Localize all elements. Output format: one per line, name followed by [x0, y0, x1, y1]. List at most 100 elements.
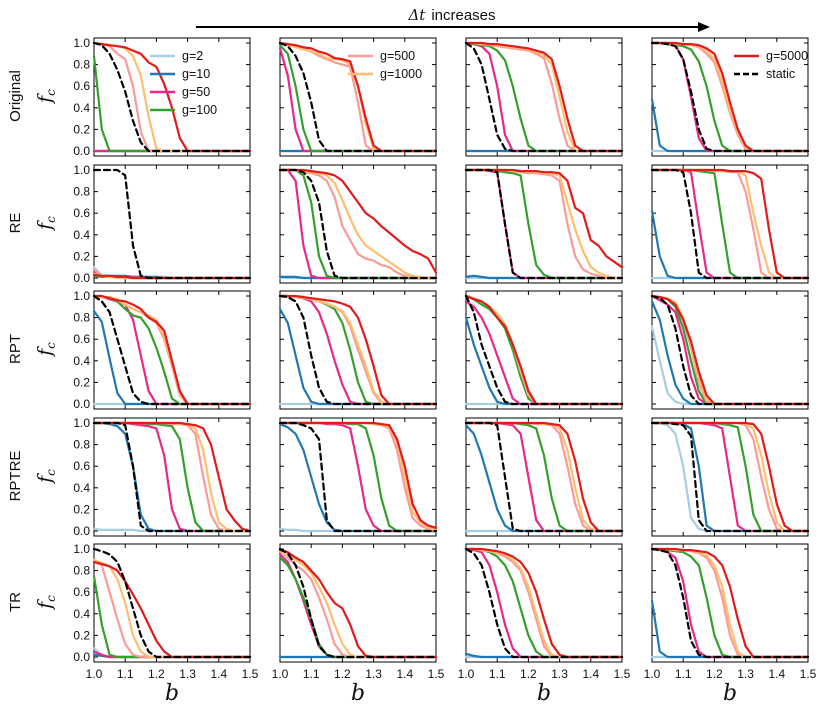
x-tick-label: 1.3 — [365, 667, 382, 681]
y-tick-label: 0.6 — [73, 206, 90, 220]
y-tick-label: 0.8 — [73, 58, 90, 72]
x-tick-label: 1.2 — [334, 667, 351, 681]
row-label-original: Original — [7, 70, 24, 122]
y-tick-label: 0.2 — [73, 628, 90, 642]
row-label-tr: TR — [7, 592, 24, 612]
y-tick-label: 0.8 — [73, 185, 90, 199]
series-line-g5000 — [650, 421, 810, 533]
ylabel-row-1: fc — [34, 89, 58, 105]
plot-frame — [93, 37, 251, 157]
xlabels: b b b b — [165, 681, 737, 706]
y-tick-label: 0.4 — [73, 101, 90, 115]
x-tick-label: 1.5 — [614, 667, 631, 681]
ylabel-sub: c — [44, 216, 58, 223]
delta-t-arrow: Δt increases — [196, 6, 710, 32]
series-line-static — [92, 41, 252, 153]
y-tick-label: 0.2 — [73, 249, 90, 263]
ylabel-row-3: fc — [34, 342, 58, 358]
panel-r4-c4 — [650, 417, 810, 537]
panel-r3-c3 — [464, 290, 624, 410]
x-tick-label: 1.4 — [210, 667, 227, 681]
y-tick-label: 1.0 — [73, 542, 90, 556]
row-labels: Original RE RPT RPTRE TR — [7, 70, 24, 612]
x-tick-label: 1.0 — [86, 667, 103, 681]
x-tick-label: 1.4 — [582, 667, 599, 681]
ylabel-row-4: fc — [34, 469, 58, 485]
series-line-static — [650, 547, 810, 659]
plot-frame — [93, 543, 251, 663]
arrow-label-symbol: Δt — [407, 6, 426, 24]
series-line-g5000 — [278, 421, 438, 529]
legend-label-g5000: g=5000 — [766, 49, 808, 63]
y-tick-label: 0.8 — [73, 438, 90, 452]
legend-label-g100: g=100 — [182, 103, 217, 117]
x-tick-label: 1.5 — [242, 667, 259, 681]
panel-r2-c2 — [278, 164, 438, 284]
y-tick-label: 0.4 — [73, 607, 90, 621]
series-line-g5000 — [650, 547, 810, 659]
panel-r3-c4 — [650, 290, 810, 410]
panel-r1-c4 — [650, 37, 810, 157]
legend-label-static: static — [766, 67, 795, 81]
y-tick-label: 0.4 — [73, 228, 90, 242]
x-tick-label: 1.1 — [303, 667, 320, 681]
panel-r4-c1: 0.0 0.2 0.4 0.6 0.8 1.0 — [73, 416, 252, 538]
ylabel-sub: c — [44, 469, 58, 476]
panel-r1-c3 — [464, 37, 624, 157]
series-line-g5000 — [650, 41, 810, 153]
series-line-static — [650, 421, 810, 533]
ylabel-sub: c — [44, 89, 58, 96]
series-line-static — [464, 294, 624, 406]
legend-panel-1: g=2 g=10 g=50 g=100 — [150, 49, 217, 117]
series-line-static — [278, 421, 438, 533]
row-label-re: RE — [7, 213, 24, 234]
x-tick-label: 1.4 — [768, 667, 785, 681]
y-tick-label: 0.4 — [73, 481, 90, 495]
plot-frame — [93, 417, 251, 537]
y-tick-label: 1.0 — [73, 163, 90, 177]
x-tick-label: 1.3 — [551, 667, 568, 681]
ylabels: fc fc fc fc fc — [34, 89, 58, 611]
arrow-label-word: increases — [431, 7, 495, 24]
xlabel-col-2: b — [351, 681, 365, 706]
legend-label-g2: g=2 — [182, 49, 203, 63]
series-line-static — [464, 421, 624, 533]
row-label-rptre: RPTRE — [7, 451, 24, 502]
x-tick-label: 1.1 — [489, 667, 506, 681]
y-tick-label: 0.2 — [73, 375, 90, 389]
series-line-static — [92, 547, 252, 659]
y-tick-label: 1.0 — [73, 289, 90, 303]
xlabel-col-4: b — [723, 681, 737, 706]
y-tick-label: 0.0 — [73, 524, 90, 538]
panel-r4-c3 — [464, 417, 624, 537]
panel-grid: 0.00.20.40.60.81.00.00.20.40.60.81.00.00… — [73, 36, 816, 681]
x-tick-label: 1.1 — [675, 667, 692, 681]
panel-r5-c4: 1.0 1.1 1.2 1.3 1.4 1.5 — [644, 543, 817, 681]
y-tick-label: 0.4 — [73, 354, 90, 368]
panel-r2-c4 — [650, 164, 810, 284]
plot-frame — [465, 417, 623, 537]
ylabel-main: f — [34, 220, 56, 232]
series-line-static — [92, 421, 252, 533]
plot-frame — [93, 164, 251, 284]
y-tick-label: 1.0 — [73, 36, 90, 50]
y-tick-label: 0.6 — [73, 79, 90, 93]
series-line-g5000 — [278, 168, 438, 274]
legend-label-g10: g=10 — [182, 67, 210, 81]
y-tick-label: 0.8 — [73, 564, 90, 578]
panel-r1-c2 — [278, 37, 438, 157]
series-line-static — [464, 168, 624, 280]
panel-r2-c1: 0.0 0.2 0.4 0.6 0.8 1.0 — [73, 163, 252, 285]
x-tick-label: 1.5 — [428, 667, 445, 681]
series-line-static — [464, 547, 624, 659]
x-tick-label: 1.2 — [520, 667, 537, 681]
plot-frame — [651, 543, 809, 663]
legend-panel-4: g=5000 static — [734, 49, 808, 81]
x-tick-label: 1.3 — [737, 667, 754, 681]
x-tick-label: 1.0 — [272, 667, 289, 681]
row-label-rpt: RPT — [7, 334, 24, 364]
plot-frame — [465, 164, 623, 284]
panel-r3-c1: 0.0 0.2 0.4 0.6 0.8 1.0 — [73, 289, 252, 411]
y-tick-label: 0.6 — [73, 585, 90, 599]
x-tick-label: 1.2 — [706, 667, 723, 681]
